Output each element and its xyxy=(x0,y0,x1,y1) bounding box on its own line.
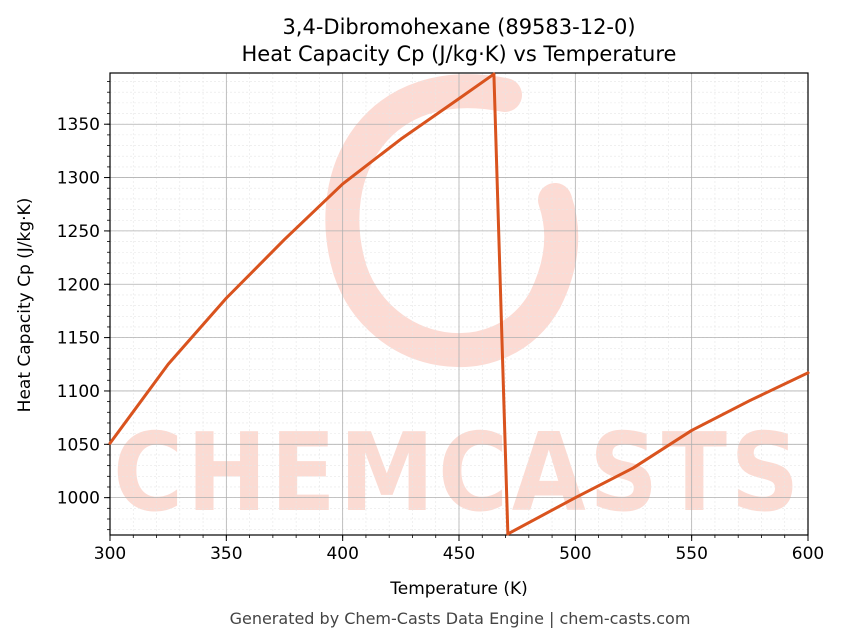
x-tick-label: 300 xyxy=(94,544,126,564)
footer-credit: Generated by Chem-Casts Data Engine | ch… xyxy=(230,609,691,628)
watermark: CHEMCASTS xyxy=(113,74,803,536)
x-tick-label: 350 xyxy=(210,544,242,564)
watermark-text: CHEMCASTS xyxy=(113,411,803,536)
y-axis-ticks: 1000 1050 1100 1150 1200 1250 1300 1350 xyxy=(57,81,110,531)
x-axis-label: Temperature (K) xyxy=(389,579,528,599)
y-tick-label: 1200 xyxy=(57,275,100,295)
y-tick-label: 1100 xyxy=(57,382,100,402)
x-axis-ticks: 300 350 400 450 500 550 600 xyxy=(94,535,824,564)
chart-title: 3,4-Dibromohexane (89583-12-0) xyxy=(282,15,635,39)
y-tick-label: 1350 xyxy=(57,115,100,135)
y-tick-label: 1050 xyxy=(57,435,100,455)
x-tick-label: 550 xyxy=(675,544,707,564)
series-line-segment xyxy=(108,72,496,445)
y-tick-label: 1300 xyxy=(57,169,100,189)
watermark-swirl xyxy=(325,74,579,368)
series-group xyxy=(108,72,810,536)
y-axis-label: Heat Capacity Cp (J/kg·K) xyxy=(15,198,35,413)
x-tick-label: 600 xyxy=(792,544,824,564)
x-tick-label: 500 xyxy=(559,544,591,564)
series-line-segment xyxy=(492,72,510,536)
y-tick-label: 1150 xyxy=(57,329,100,349)
y-tick-label: 1000 xyxy=(57,489,100,509)
x-tick-label: 400 xyxy=(326,544,358,564)
chart-subtitle: Heat Capacity Cp (J/kg·K) vs Temperature xyxy=(242,42,677,66)
series-line-segment xyxy=(506,371,810,536)
x-tick-label: 450 xyxy=(443,544,475,564)
y-tick-label: 1250 xyxy=(57,222,100,242)
